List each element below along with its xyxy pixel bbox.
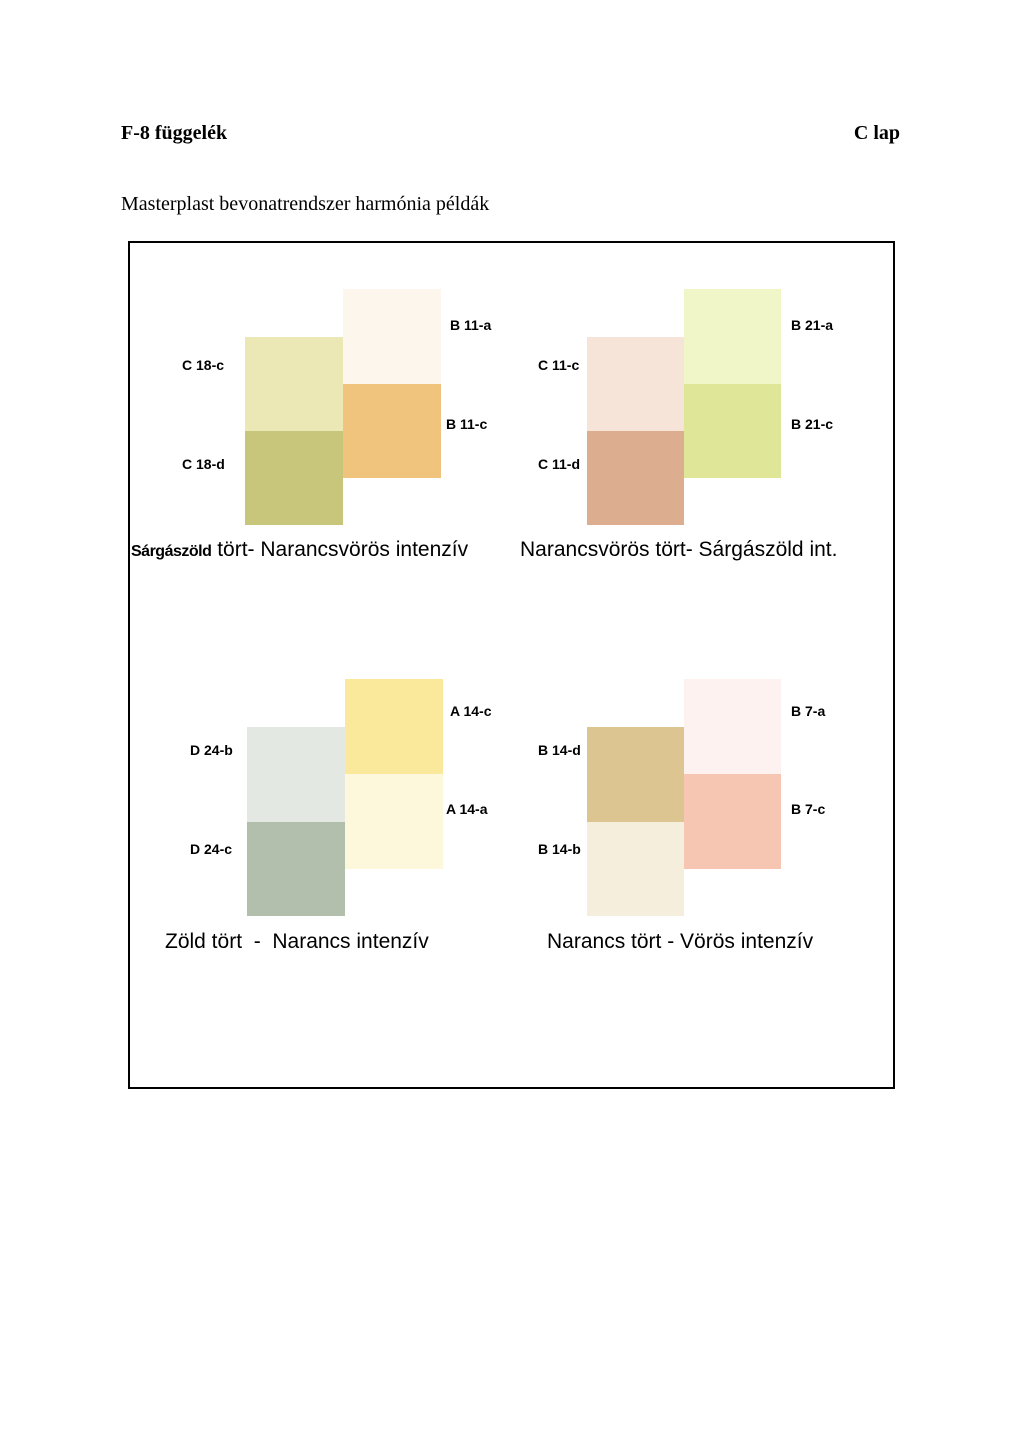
code-d24c: D 24-c xyxy=(190,841,233,857)
code-c11c: C 11-c xyxy=(538,357,580,373)
harmony-examples-frame xyxy=(128,241,895,1089)
code-b7c: B 7-c xyxy=(791,801,826,817)
code-a14c: A 14-c xyxy=(450,703,492,719)
swatch-b11c xyxy=(343,384,441,478)
code-c11d: C 11-d xyxy=(538,456,581,472)
swatch-b7a xyxy=(684,679,781,774)
code-b14d: B 14-d xyxy=(538,742,581,758)
code-c18d: C 18-d xyxy=(182,456,225,472)
code-b21c: B 21-c xyxy=(791,416,834,432)
caption-group-1: Sárgászöld tört- Narancsvörös intenzív xyxy=(131,538,468,562)
document-subtitle: Masterplast bevonatrendszer harmónia pél… xyxy=(121,193,490,215)
swatch-c18d xyxy=(245,431,343,525)
caption-bold-part: Sárgászöld xyxy=(131,543,212,560)
swatch-c11c xyxy=(587,337,684,431)
code-b11a: B 11-a xyxy=(450,317,492,333)
caption-group-4: Narancs tört - Vörös intenzív xyxy=(547,930,814,953)
code-c18c: C 18-c xyxy=(182,357,225,373)
swatch-b21a xyxy=(684,289,781,384)
swatch-d24c xyxy=(247,822,345,916)
code-b11c: B 11-c xyxy=(446,416,488,432)
caption-text-part: tört- Narancsvörös intenzív xyxy=(211,538,469,561)
appendix-title: F-8 függelék xyxy=(121,122,228,144)
code-a14a: A 14-a xyxy=(446,801,488,817)
sheet-label: C lap xyxy=(853,122,900,144)
swatch-b14b xyxy=(587,822,684,916)
code-b21a: B 21-a xyxy=(791,317,834,333)
swatch-b14d xyxy=(587,727,684,822)
swatch-a14a xyxy=(345,774,443,869)
swatch-c18c xyxy=(245,337,343,431)
swatch-b7c xyxy=(684,774,781,869)
caption-group-2: Narancsvörös tört- Sárgászöld int. xyxy=(520,538,838,561)
swatch-a14c xyxy=(345,679,443,774)
code-b14b: B 14-b xyxy=(538,841,581,857)
swatch-d24b xyxy=(247,727,345,822)
code-b7a: B 7-a xyxy=(791,703,826,719)
swatch-c11d xyxy=(587,431,684,525)
caption-group-3: Zöld tört - Narancs intenzív xyxy=(165,930,429,953)
code-d24b: D 24-b xyxy=(190,742,233,758)
swatch-b21c xyxy=(684,384,781,478)
swatch-b11a xyxy=(343,289,441,384)
